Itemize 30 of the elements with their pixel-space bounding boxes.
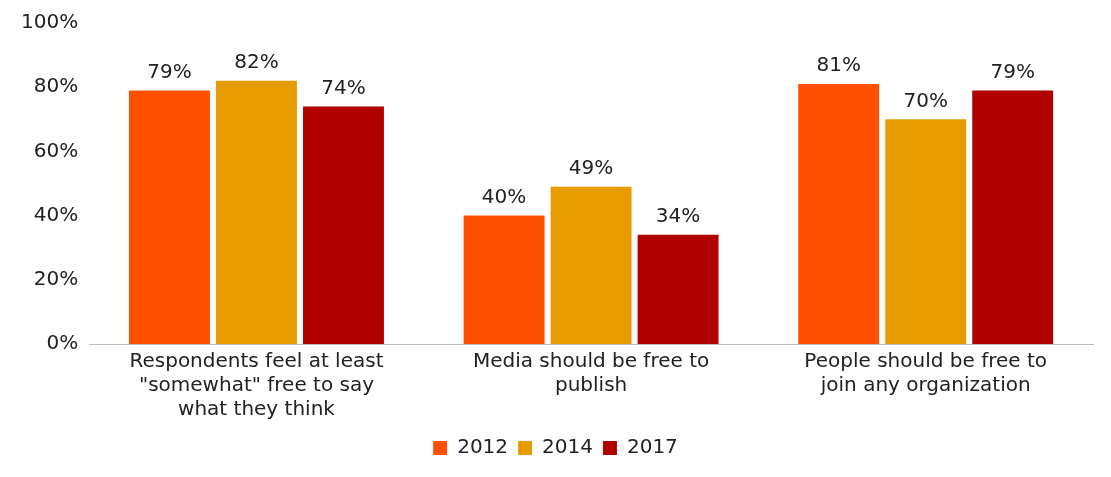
y-tick-label: 80%: [33, 73, 79, 98]
data-label: 74%: [321, 74, 366, 99]
x-tick-label: Media should be free to publish: [472, 348, 710, 397]
data-label: 40%: [481, 183, 527, 208]
bar: [463, 215, 545, 344]
legend-label: 2012: [457, 434, 509, 459]
x-tick-label: People should be free to join any organization: [804, 348, 1048, 397]
y-tick-label: 20%: [33, 266, 79, 290]
bar: [885, 119, 967, 344]
bar: [637, 234, 719, 344]
legend-label: 2014: [542, 434, 593, 459]
bar: [303, 106, 384, 344]
bar: [216, 80, 297, 344]
legend-label: 2017: [626, 434, 678, 459]
data-label: 34%: [655, 203, 701, 228]
data-label: 49%: [568, 154, 614, 179]
y-tick-label: 100%: [20, 9, 79, 34]
data-label: 79%: [147, 58, 192, 83]
bar: [129, 90, 210, 344]
data-label: 79%: [990, 58, 1035, 83]
data-label: 81%: [816, 52, 861, 77]
data-label: 70%: [903, 87, 948, 112]
bar: [972, 90, 1054, 344]
y-tick-label: 40%: [33, 201, 79, 226]
bar: [550, 186, 632, 344]
y-tick-label: 60%: [33, 137, 79, 162]
data-label: 82%: [234, 48, 279, 73]
y-tick-label: 0%: [46, 330, 79, 355]
x-tick-label: Respondents feel at least "somewhat" free to say what they think: [129, 348, 384, 421]
bar: [798, 83, 880, 344]
